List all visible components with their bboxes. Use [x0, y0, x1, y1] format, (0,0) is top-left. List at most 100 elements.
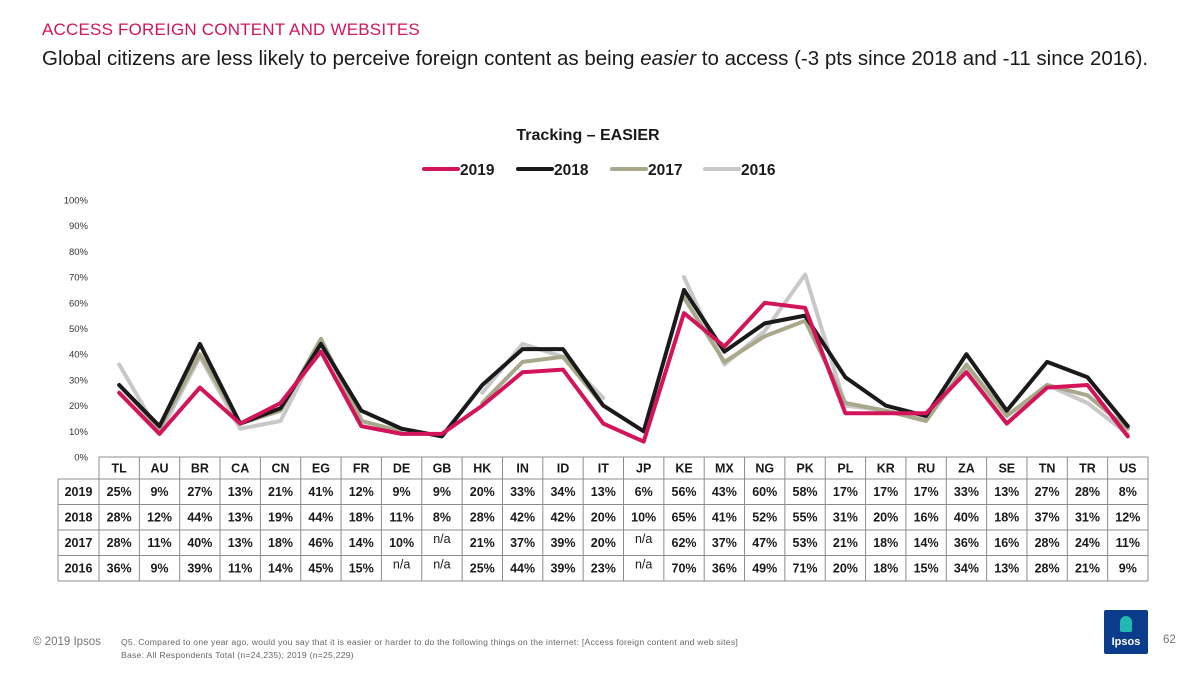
- table-cell-2017-US: 11%: [1116, 536, 1140, 550]
- table-cell-2019-BR: 27%: [187, 485, 212, 499]
- table-cell-2017-NG: 47%: [752, 536, 777, 550]
- data-point-2019-FR: [359, 424, 363, 428]
- data-point-2019-TN: [1045, 386, 1049, 390]
- data-point-2017-SE: [1005, 414, 1009, 418]
- table-cell-2018-US: 12%: [1115, 511, 1140, 525]
- data-point-2019-DE: [399, 432, 404, 436]
- data-point-2018-US: [1126, 424, 1130, 428]
- data-point-2016-IT: [601, 396, 605, 400]
- legend-label-2018: 2018: [554, 162, 589, 179]
- x-category-label: CN: [272, 462, 290, 476]
- table-cell-2016-PL: 20%: [833, 562, 858, 576]
- data-point-2016-KE: [682, 275, 686, 279]
- table-cell-2016-US: 9%: [1119, 562, 1137, 576]
- table-row-label-2017: 2017: [65, 536, 93, 550]
- table-cell-2017-TL: 28%: [107, 536, 132, 550]
- table-cell-2016-BR: 39%: [187, 562, 212, 576]
- table-cell-2017-GB: n/a: [433, 532, 450, 546]
- table-row-label-2019: 2019: [65, 485, 93, 499]
- table-cell-2018-KR: 20%: [873, 511, 898, 525]
- table-cell-2018-HK: 28%: [470, 511, 495, 525]
- footnote: Q5. Compared to one year ago, would you …: [121, 636, 738, 662]
- data-point-2018-AU: [157, 424, 162, 428]
- table-cell-2017-PL: 21%: [833, 536, 858, 550]
- y-tick-label: 30%: [69, 375, 89, 386]
- data-point-2016-TL: [117, 362, 121, 367]
- data-point-2019-RU: [924, 411, 928, 415]
- data-point-2017-PL: [843, 401, 848, 405]
- table-cell-2018-RU: 16%: [914, 511, 939, 525]
- legend-label-2016: 2016: [741, 162, 776, 179]
- data-point-2018-IN: [521, 347, 525, 351]
- data-point-2018-ID: [561, 347, 565, 351]
- table-cell-2017-MX: 37%: [712, 536, 737, 550]
- data-point-2016-PK: [803, 272, 807, 277]
- table-cell-2019-FR: 12%: [349, 485, 374, 499]
- y-tick-label: 60%: [69, 298, 89, 309]
- table-cell-2017-IT: 20%: [591, 536, 616, 550]
- table-cell-2019-TN: 27%: [1035, 485, 1060, 499]
- table-cell-2018-AU: 12%: [147, 511, 172, 525]
- table-cell-2017-SE: 16%: [994, 536, 1019, 550]
- table-cell-2018-TN: 37%: [1035, 511, 1060, 525]
- x-category-label: TN: [1039, 462, 1056, 476]
- table-cell-2019-ZA: 33%: [954, 485, 979, 499]
- table-cell-2019-KR: 17%: [873, 485, 898, 499]
- table-cell-2017-PK: 53%: [793, 536, 818, 550]
- x-category-label: IT: [598, 462, 609, 476]
- x-category-label: BR: [191, 462, 209, 476]
- table-cell-2018-PK: 55%: [793, 511, 818, 525]
- data-point-2019-PK: [803, 306, 807, 310]
- series-line-2019: [117, 300, 1130, 444]
- data-point-2019-PL: [843, 411, 848, 415]
- table-cell-2016-MX: 36%: [712, 562, 737, 576]
- table-cell-2017-DE: 10%: [389, 536, 414, 550]
- data-point-2018-KE: [682, 288, 686, 292]
- table-cell-2017-JP: n/a: [635, 532, 652, 546]
- table-cell-2019-RU: 17%: [914, 485, 939, 499]
- data-point-2018-KR: [884, 404, 888, 408]
- table-cell-2019-TL: 25%: [107, 485, 132, 499]
- x-category-label: HK: [473, 462, 491, 476]
- data-point-2018-ZA: [964, 352, 969, 356]
- data-point-2019-TL: [117, 391, 121, 395]
- table-cell-2017-TR: 24%: [1075, 536, 1100, 550]
- data-point-2019-CN: [278, 401, 283, 405]
- section-kicker: ACCESS FOREIGN CONTENT AND WEBSITES: [42, 20, 420, 39]
- y-tick-label: 100%: [64, 196, 89, 207]
- table-row-label-2016: 2016: [65, 562, 93, 576]
- table-cell-2016-PK: 71%: [793, 562, 818, 576]
- table-cell-2019-CA: 13%: [228, 485, 253, 499]
- x-category-label: NG: [755, 462, 774, 476]
- table-row-label-2018: 2018: [65, 511, 93, 525]
- table-cell-2017-RU: 14%: [914, 536, 939, 550]
- data-point-2018-JP: [642, 429, 646, 433]
- data-point-2017-NG: [763, 334, 767, 338]
- data-point-2018-TL: [117, 383, 121, 387]
- table-cell-2019-NG: 60%: [752, 485, 777, 499]
- y-tick-label: 10%: [69, 427, 89, 438]
- data-point-2019-AU: [157, 432, 162, 436]
- table-cell-2018-TL: 28%: [107, 511, 132, 525]
- y-tick-label: 0%: [74, 453, 88, 464]
- data-point-2019-KE: [682, 311, 686, 315]
- data-point-2019-ID: [561, 368, 565, 372]
- data-point-2018-FR: [359, 409, 363, 413]
- table-cell-2016-JP: n/a: [635, 558, 652, 572]
- logo-text: Ipsos: [1111, 636, 1141, 648]
- x-category-label: PK: [796, 462, 813, 476]
- table-cell-2017-ID: 39%: [550, 536, 575, 550]
- table-cell-2019-IT: 13%: [591, 485, 616, 499]
- table-cell-2016-AU: 9%: [150, 562, 168, 576]
- legend-label-2019: 2019: [460, 162, 495, 179]
- table-cell-2018-BR: 44%: [187, 511, 212, 525]
- data-point-2018-DE: [399, 427, 404, 431]
- table-cell-2017-KE: 62%: [672, 536, 697, 550]
- table-cell-2016-ZA: 34%: [954, 562, 979, 576]
- chart-title: Tracking – EASIER: [516, 127, 660, 144]
- data-point-2018-MX: [722, 350, 726, 354]
- data-point-2017-IN: [521, 360, 525, 364]
- table-cell-2018-FR: 18%: [349, 511, 374, 525]
- table-cell-2016-TL: 36%: [107, 562, 132, 576]
- x-category-label: ZA: [958, 462, 975, 476]
